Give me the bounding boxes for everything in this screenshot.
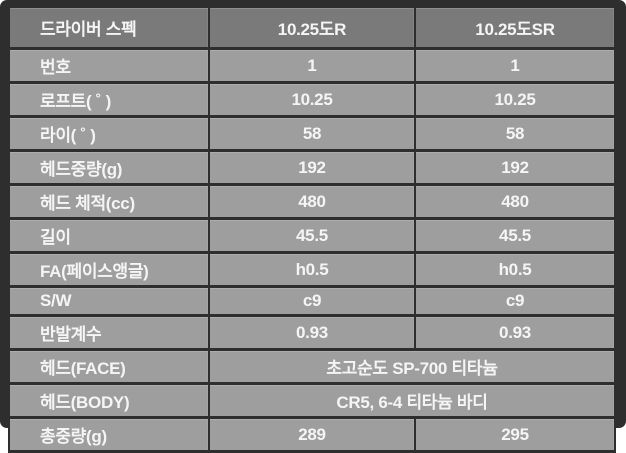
spec-value-sr: c9 (414, 285, 616, 317)
table-row-head-weight: 헤드중량(g) 192 192 (8, 149, 616, 186)
spec-value-sr: 192 (414, 149, 616, 186)
table-row-head-body: 헤드(BODY) CR5, 6-4 티타늄 바디 (8, 382, 617, 419)
table-row-face-angle: FA(페이스앵글) h0.5 h0.5 (8, 251, 616, 288)
spec-label: 번호 (8, 47, 210, 84)
table-row-head-face: 헤드(FACE) 초고순도 SP-700 티타늄 (8, 348, 617, 385)
table-row-number: 번호 1 1 (8, 47, 616, 84)
spec-value-r: 289 (207, 416, 417, 453)
table-row-lie: 라이( ˚ ) 58 58 (8, 115, 616, 152)
spec-value-sr: h0.5 (414, 251, 616, 288)
spec-label: 총중량(g) (8, 416, 210, 453)
table-header-row: 드라이버 스펙 10.25도R 10.25도SR (8, 5, 616, 50)
table-row-head-volume: 헤드 체적(cc) 480 480 (8, 183, 616, 220)
table-row-length: 길이 45.5 45.5 (8, 217, 616, 254)
spec-label: S/W (8, 285, 210, 317)
driver-spec-table: 드라이버 스펙 10.25도R 10.25도SR 번호 1 1 로프트( ˚ )… (8, 5, 617, 453)
spec-value-r: c9 (207, 285, 417, 317)
spec-label: 헤드(FACE) (8, 348, 210, 385)
spec-value-sr: 295 (414, 416, 616, 453)
spec-value-r: h0.5 (207, 251, 417, 288)
spec-value-merged: 초고순도 SP-700 티타늄 (207, 348, 617, 385)
spec-value-sr: 10.25 (414, 81, 616, 118)
spec-label: 로프트( ˚ ) (8, 81, 210, 118)
spec-label: 라이( ˚ ) (8, 115, 210, 152)
spec-value-r: 45.5 (207, 217, 417, 254)
spec-value-r: 10.25 (207, 81, 417, 118)
table-row-total-weight: 총중량(g) 289 295 (8, 416, 616, 453)
spec-label: 헤드(BODY) (8, 382, 210, 419)
spec-value-sr: 480 (414, 183, 616, 220)
spec-label: 헤드중량(g) (8, 149, 210, 186)
spec-value-merged: CR5, 6-4 티타늄 바디 (207, 382, 617, 419)
spec-value-sr: 45.5 (414, 217, 616, 254)
spec-value-r: 0.93 (207, 314, 417, 351)
header-col-r: 10.25도R (207, 5, 417, 50)
spec-value-r: 480 (207, 183, 417, 220)
spec-label: FA(페이스앵글) (8, 251, 210, 288)
spec-value-r: 192 (207, 149, 417, 186)
spec-value-sr: 0.93 (414, 314, 616, 351)
spec-value-r: 1 (207, 47, 417, 84)
table-row-cor: 반발계수 0.93 0.93 (8, 314, 616, 351)
spec-value-sr: 1 (414, 47, 616, 84)
table-row-loft: 로프트( ˚ ) 10.25 10.25 (8, 81, 616, 118)
header-spec-title: 드라이버 스펙 (8, 5, 210, 50)
spec-label: 반발계수 (8, 314, 210, 351)
table-row-swing-weight: S/W c9 c9 (8, 285, 616, 317)
spec-label: 길이 (8, 217, 210, 254)
spec-label: 헤드 체적(cc) (8, 183, 210, 220)
header-col-sr: 10.25도SR (414, 5, 616, 50)
spec-value-r: 58 (207, 115, 417, 152)
spec-value-sr: 58 (414, 115, 616, 152)
